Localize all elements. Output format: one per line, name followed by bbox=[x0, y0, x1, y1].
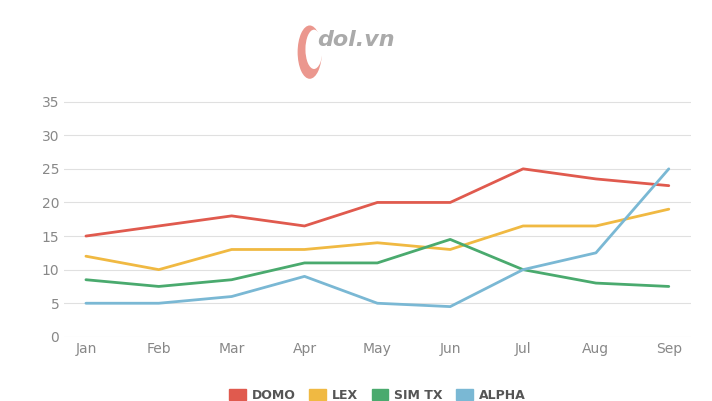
Legend: DOMO, LEX, SIM TX, ALPHA: DOMO, LEX, SIM TX, ALPHA bbox=[229, 389, 525, 401]
Ellipse shape bbox=[298, 26, 322, 79]
Ellipse shape bbox=[305, 30, 323, 69]
Text: dol.vn: dol.vn bbox=[317, 30, 395, 50]
Wedge shape bbox=[296, 28, 323, 82]
